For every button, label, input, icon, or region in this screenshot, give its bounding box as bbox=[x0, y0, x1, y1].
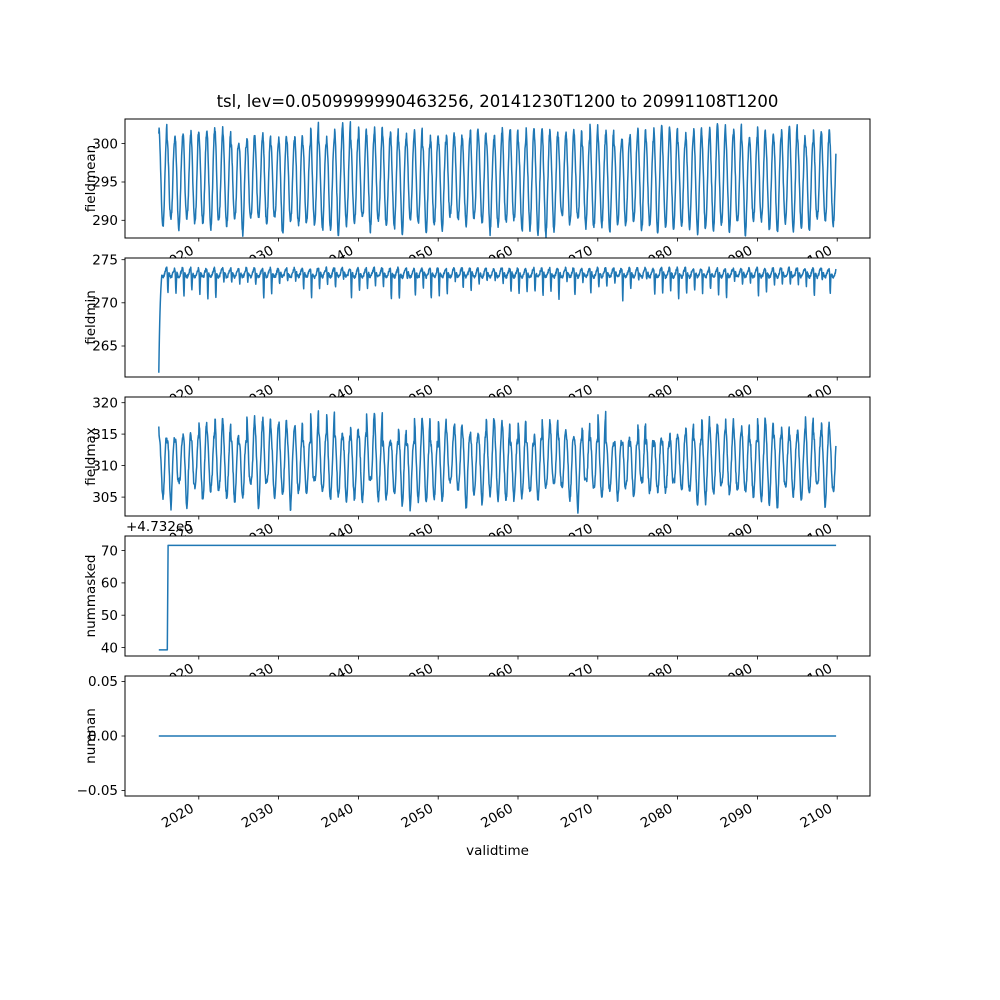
y-tick-label: 0.05 bbox=[88, 674, 118, 690]
y-tick-label: 0.00 bbox=[88, 729, 118, 745]
y-axis-label-fieldmax: fieldmax bbox=[83, 427, 99, 486]
y-tick-label: 70 bbox=[101, 543, 118, 559]
y-tick-label: 275 bbox=[92, 252, 118, 268]
y-tick-label: 60 bbox=[101, 576, 118, 592]
axes-frame bbox=[124, 396, 871, 517]
axes-area bbox=[125, 536, 870, 656]
figure-title: tsl, lev=0.0509999990463256, 20141230T12… bbox=[217, 92, 779, 111]
y-tick-label: 320 bbox=[92, 395, 118, 411]
series-line-fieldmax bbox=[158, 410, 837, 514]
y-tick-label: 305 bbox=[92, 490, 118, 506]
y-axis-offset-text: +4.732e5 bbox=[126, 519, 193, 535]
y-tick-label: 265 bbox=[92, 339, 118, 355]
y-tick-label: 300 bbox=[92, 136, 118, 152]
axes-frame bbox=[124, 118, 871, 239]
series-line-fieldmin bbox=[158, 266, 837, 373]
y-axis-label-numnan: numnan bbox=[83, 708, 99, 764]
y-axis-label-fieldmean: fieldmean bbox=[83, 145, 99, 212]
y-tick-label: 310 bbox=[92, 458, 118, 474]
axes-frame bbox=[124, 535, 871, 657]
axes-frame bbox=[124, 257, 871, 378]
subplot-numnan: 2020 2030 2040 2050 2060 2070 2080 2090 2100−0.0… bbox=[77, 674, 871, 832]
y-tick-label: 315 bbox=[92, 427, 118, 443]
axes-frame bbox=[124, 675, 871, 797]
y-axis-label-nummasked: nummasked bbox=[83, 555, 99, 638]
y-tick-label: 290 bbox=[92, 213, 118, 229]
y-tick-label: 295 bbox=[92, 175, 118, 191]
y-tick-label: 50 bbox=[101, 608, 118, 624]
x-axis-label: validtime bbox=[466, 843, 529, 859]
y-axis-label-fieldmin: fieldmin bbox=[83, 290, 99, 345]
series-line-nummasked bbox=[158, 544, 837, 651]
subplot-fieldmin: 2020203020402050206020702080209021002652… bbox=[83, 252, 871, 413]
series-line-fieldmean bbox=[158, 121, 837, 238]
y-tick-label: 40 bbox=[101, 640, 118, 656]
y-tick-label: 270 bbox=[92, 296, 118, 312]
y-tick-label: −0.05 bbox=[77, 783, 118, 799]
